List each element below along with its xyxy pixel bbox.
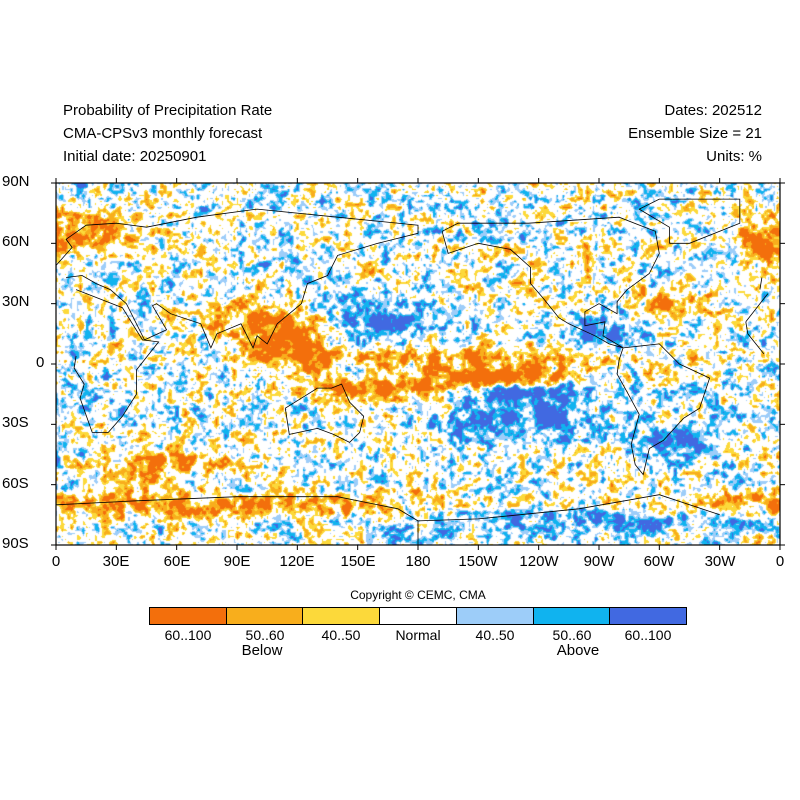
lon-label: 150W [458, 553, 498, 570]
legend-swatch [226, 608, 304, 624]
legend-swatch [456, 608, 534, 624]
legend-swatch [150, 608, 227, 624]
coastline-australia [284, 383, 365, 443]
probability-field [56, 183, 780, 545]
lon-label: 60E [163, 553, 191, 570]
colorbar-legend [149, 607, 687, 625]
coastline-eurasia [55, 208, 419, 349]
coastline-north-america [441, 216, 660, 349]
header-left: Probability of Precipitation Rate CMA-CP… [63, 99, 272, 168]
lon-label: 30W [704, 553, 736, 570]
map-frame [55, 182, 781, 546]
lat-label: 90N [2, 173, 30, 190]
forecast-dates: Dates: 202512 [664, 102, 762, 119]
header-right: Dates: 202512 Ensemble Size = 21 Units: … [628, 99, 762, 168]
lat-label: 60S [2, 475, 29, 492]
lat-label: 30N [2, 293, 30, 310]
legend-swatch [303, 608, 381, 624]
lat-label: 90S [2, 535, 29, 552]
legend-label: 60..100 [624, 627, 672, 643]
initial-date: Initial date: 20250901 [63, 148, 207, 165]
legend-label: 60..100 [164, 627, 212, 643]
coastline-antarctica [55, 494, 720, 545]
copyright-notice: Copyright © CEMC, CMA [350, 588, 486, 602]
lon-label: 90W [583, 553, 615, 570]
coastline-overlay [51, 178, 785, 550]
lon-label: 60W [643, 553, 675, 570]
lat-label: 0 [36, 354, 45, 371]
below-group-label: Below [241, 642, 283, 659]
legend-swatch [533, 608, 611, 624]
map-title: Probability of Precipitation Rate [63, 102, 273, 119]
lon-label: 120E [279, 553, 315, 570]
legend-label: 50..60 [245, 627, 285, 643]
lon-label: 120W [519, 553, 559, 570]
legend-swatch [380, 608, 457, 624]
lon-label: 0 [51, 553, 61, 570]
probability-map [51, 178, 785, 550]
coastline-eurasia [759, 277, 763, 290]
coastline-south-america [616, 343, 711, 476]
legend-label: 40..50 [475, 627, 515, 643]
lat-label: 60N [2, 233, 30, 250]
units-label: Units: % [706, 148, 762, 165]
lon-label: 180 [405, 553, 431, 570]
lon-label: 90E [223, 553, 251, 570]
legend-swatch [610, 608, 687, 624]
lat-label: 30S [2, 414, 29, 431]
legend-label: Normal [395, 627, 441, 643]
coastline-africa [745, 321, 765, 355]
coastline-africa [73, 289, 160, 433]
lon-label: 30E [102, 553, 130, 570]
map-subtitle: CMA-CPSv3 monthly forecast [63, 125, 263, 142]
coastline-africa [745, 293, 769, 323]
legend-label: 40..50 [321, 627, 361, 643]
lon-label: 0 [775, 553, 785, 570]
coastline-greenland [638, 198, 741, 244]
ensemble-size: Ensemble Size = 21 [628, 125, 762, 142]
legend-label: 50..60 [552, 627, 592, 643]
lon-label: 150E [340, 553, 376, 570]
above-group-label: Above [556, 642, 600, 659]
